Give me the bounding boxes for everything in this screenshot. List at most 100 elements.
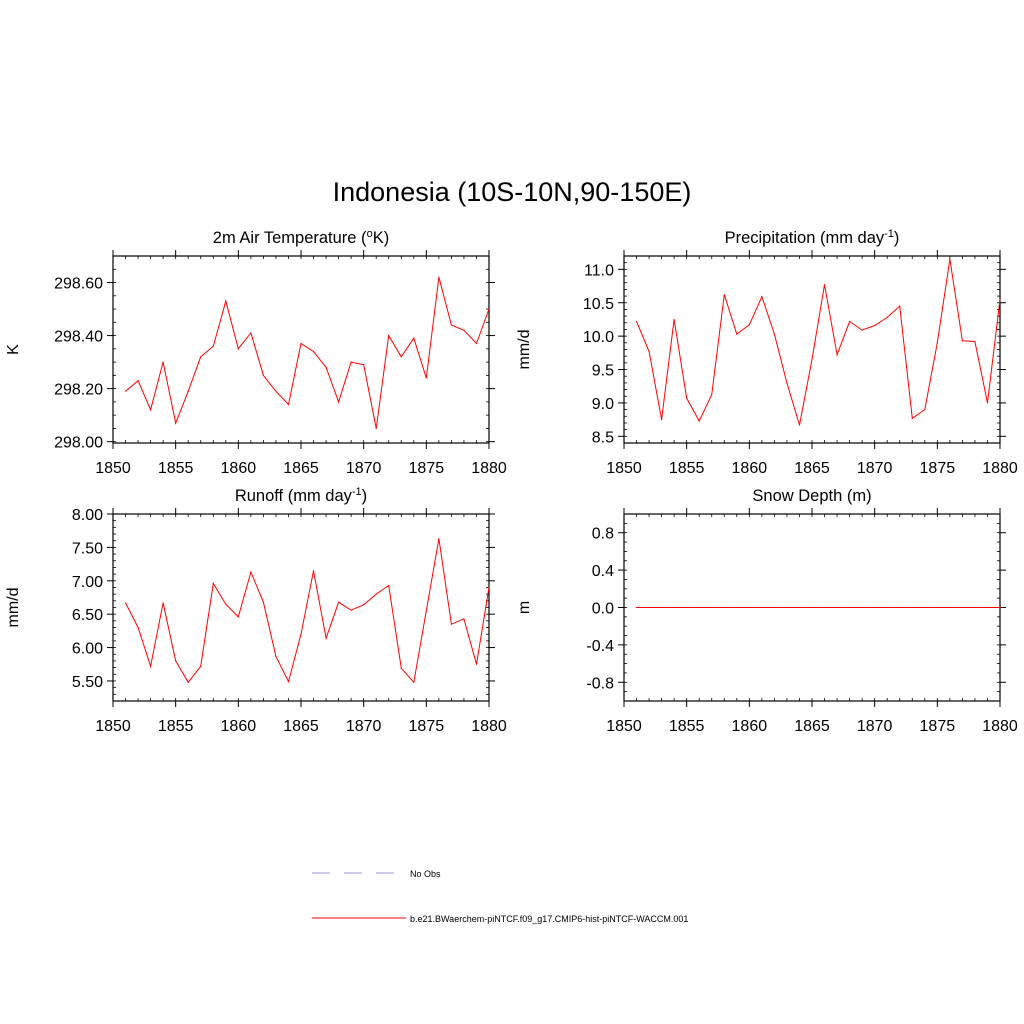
panel-title-end: ) (362, 487, 368, 505)
data-point (899, 606, 901, 609)
data-point (475, 342, 478, 345)
panel-title: Snow Depth (m) (752, 487, 871, 505)
y-axis-label: mm/d (5, 588, 22, 628)
data-point (961, 340, 964, 342)
data-point (786, 382, 788, 384)
data-point (250, 332, 252, 334)
data-point (974, 340, 976, 343)
data-point (200, 665, 202, 667)
y-tick-label: 7.00 (72, 574, 103, 591)
panel-title-main: Precipitation (mm day (725, 229, 885, 247)
data-point (786, 606, 788, 609)
data-point (861, 329, 863, 331)
x-tick-label: 1865 (794, 718, 830, 735)
data-point (999, 606, 1001, 609)
data-point (237, 616, 239, 618)
data-point (363, 364, 365, 366)
data-point (488, 308, 490, 310)
x-tick-label: 1860 (221, 718, 257, 735)
data-point (388, 334, 390, 337)
x-tick-label: 1850 (606, 718, 642, 735)
data-point (648, 606, 650, 609)
data-point (325, 637, 327, 639)
x-tick-label: 1860 (732, 460, 768, 477)
data-point (400, 356, 402, 358)
data-point (798, 606, 801, 609)
data-point (798, 424, 801, 426)
panel-title-superscript: o (367, 228, 373, 240)
data-point (836, 354, 838, 356)
panel-title-main: Snow Depth (m) (752, 487, 871, 505)
panel-title: Runoff (mm day-1) (235, 486, 367, 505)
data-point (212, 582, 214, 585)
chart-panel-air-temperature: 1850 1855 1860 1865 1870 1875 1880 298.00 298.20… (5, 228, 507, 477)
data-point (300, 633, 302, 635)
data-point (974, 606, 976, 609)
data-point (425, 610, 427, 612)
panel-title-end: ) (894, 229, 900, 247)
y-axis-label: m (516, 601, 533, 614)
data-point (438, 538, 440, 540)
y-axis-label: K (5, 344, 22, 355)
data-point (874, 606, 876, 609)
data-point (999, 298, 1001, 301)
panel-title: 2m Air Temperature (oK) (213, 228, 389, 247)
x-tick-label: 1865 (283, 718, 319, 735)
data-point (162, 602, 164, 604)
data-point (986, 402, 989, 404)
data-point (187, 390, 189, 392)
x-tick-label: 1855 (669, 718, 705, 735)
data-point (748, 606, 750, 609)
data-point (175, 660, 177, 662)
y-tick-label: 9.5 (592, 363, 614, 380)
series-line (125, 277, 490, 429)
y-tick-label: -0.4 (586, 638, 614, 655)
data-point (275, 390, 277, 392)
data-point (200, 356, 202, 358)
data-point (363, 604, 365, 606)
data-point (736, 333, 738, 335)
x-tick-label: 1855 (158, 460, 194, 477)
data-point (375, 593, 377, 595)
y-tick-label: 10.5 (583, 296, 614, 313)
data-point (463, 329, 465, 331)
x-tick-label: 1875 (409, 460, 445, 477)
x-tick-label: 1850 (95, 460, 131, 477)
data-point (150, 665, 152, 667)
data-point (450, 324, 452, 326)
y-tick-label: 8.5 (592, 429, 614, 446)
x-tick-label: 1860 (732, 718, 768, 735)
data-point (635, 320, 638, 323)
data-point (124, 602, 127, 604)
y-tick-label: 7.50 (72, 540, 103, 557)
data-point (635, 606, 638, 609)
x-tick-label: 1870 (346, 718, 382, 735)
data-point (736, 606, 738, 609)
data-point (723, 294, 725, 296)
data-point (761, 296, 763, 298)
data-point (673, 318, 675, 321)
data-point (488, 586, 490, 589)
panels-group: 1850 1855 1860 1865 1870 1875 1880 298.00 298.20… (5, 228, 1018, 735)
series-line (125, 538, 490, 684)
data-point (936, 342, 938, 344)
plot-frame (112, 255, 490, 444)
data-point (350, 609, 352, 611)
data-point (450, 623, 452, 625)
data-point (312, 570, 315, 572)
x-tick-label: 1875 (409, 718, 445, 735)
data-point (400, 667, 402, 669)
y-tick-label: 11.0 (584, 262, 614, 279)
data-point (124, 390, 127, 392)
data-point (686, 397, 688, 399)
y-tick-label: 8.00 (72, 507, 103, 524)
data-point (648, 350, 650, 353)
data-point (475, 663, 478, 665)
data-point (300, 342, 302, 345)
y-tick-label: -0.8 (586, 675, 614, 692)
y-tick-label: 6.50 (72, 607, 103, 624)
data-point (936, 606, 938, 609)
x-tick-label: 1880 (471, 718, 507, 735)
x-tick-label: 1860 (221, 460, 257, 477)
